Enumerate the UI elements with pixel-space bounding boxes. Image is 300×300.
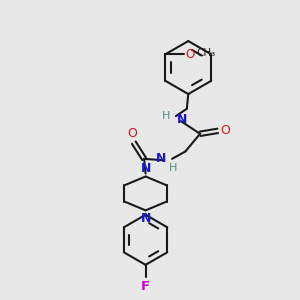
Text: N: N xyxy=(140,212,151,225)
Text: O: O xyxy=(220,124,230,137)
Text: N: N xyxy=(176,112,187,126)
Text: H: H xyxy=(169,163,177,173)
Text: O: O xyxy=(186,48,195,61)
Text: CH₃: CH₃ xyxy=(197,48,216,58)
Text: O: O xyxy=(127,127,137,140)
Text: N: N xyxy=(156,152,166,165)
Text: N: N xyxy=(140,162,151,175)
Text: H: H xyxy=(162,111,171,121)
Text: F: F xyxy=(141,280,150,293)
